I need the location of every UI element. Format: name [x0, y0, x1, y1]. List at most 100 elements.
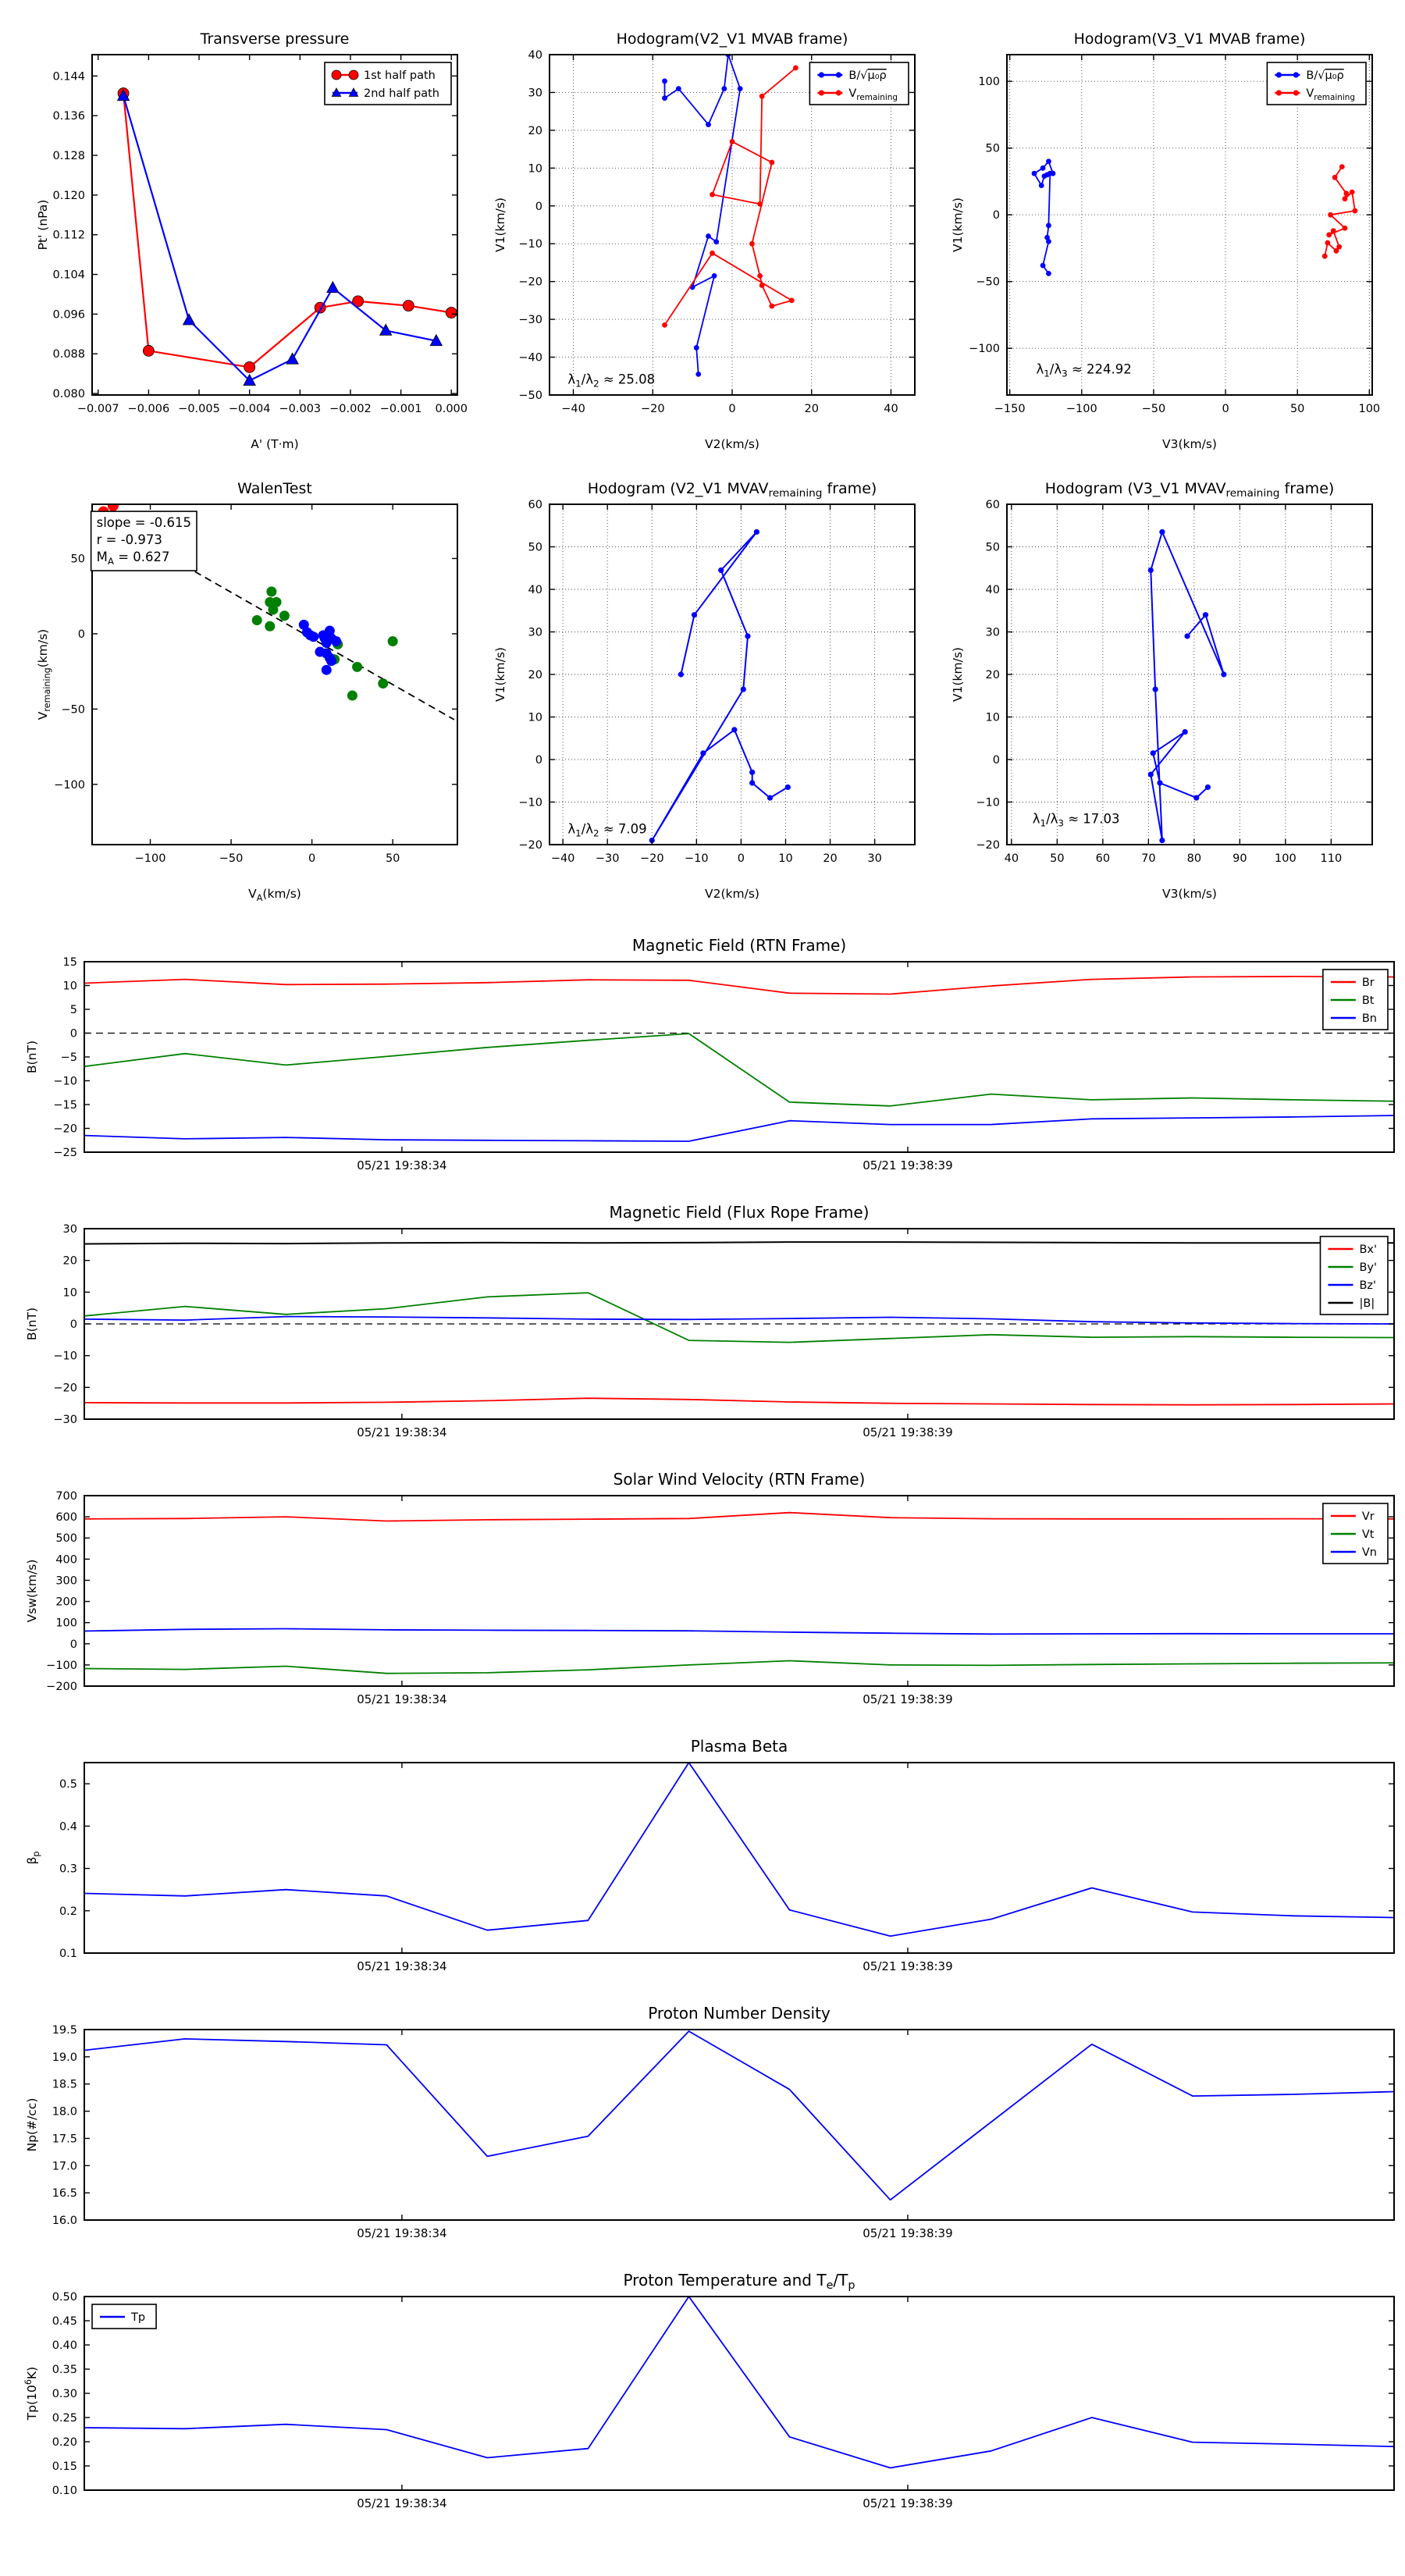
- svg-text:−20: −20: [518, 276, 542, 289]
- hodogram-v2v1-mvab-xlabel: V2(km/s): [705, 437, 759, 451]
- svg-text:40: 40: [528, 49, 542, 62]
- svg-text:−40: −40: [561, 403, 585, 415]
- svg-text:−0.005: −0.005: [178, 403, 220, 415]
- svg-text:0: 0: [70, 1638, 77, 1651]
- svg-text:30: 30: [986, 627, 1000, 639]
- svg-text:−30: −30: [596, 852, 620, 865]
- svg-text:0.096: 0.096: [52, 308, 85, 321]
- svg-text:−40: −40: [518, 352, 542, 365]
- svg-text:0.45: 0.45: [52, 2315, 77, 2328]
- timeseries-stack: 05/21 19:38:34 05/21 19:38:39 −25 −20 −15 −10…: [0, 926, 1405, 2543]
- svg-text:10: 10: [528, 712, 542, 724]
- svg-text:05/21 19:38:39: 05/21 19:38:39: [863, 2226, 952, 2240]
- svg-text:0.088: 0.088: [52, 348, 85, 361]
- proton-temperature-title: Proton Temperature and Te/Tp: [623, 2271, 855, 2292]
- svg-text:100: 100: [55, 1617, 77, 1630]
- hodogram-v3v1-mvav-plot: 40 50 60 70 80 90 100 110 −20 −10 0 10 20 30 40 50 60 Hod…: [932, 462, 1388, 909]
- hodogram-v2v1-mvav-ylabel: V1(km/s): [493, 647, 507, 702]
- hodogram-v2v1-mvab-title: Hodogram(V2_V1 MVAB frame): [617, 30, 848, 48]
- svg-text:−0.003: −0.003: [279, 403, 321, 415]
- svg-text:17.5: 17.5: [52, 2133, 77, 2145]
- svg-text:−0.006: −0.006: [128, 403, 170, 415]
- magnetic-field-fluxrope-line-|B|: [84, 1241, 1394, 1245]
- svg-text:19.5: 19.5: [52, 2024, 77, 2037]
- svg-text:0.104: 0.104: [52, 269, 85, 282]
- svg-text:0: 0: [535, 201, 542, 213]
- proton-number-density-plot: 05/21 19:38:34 05/21 19:38:39 16.0 16.5 17.0…: [0, 1994, 1405, 2261]
- walen-test-plot: −100 −50 0 50 −100 −50 0 50 WalenTest VA(km/s) Vre…: [17, 462, 473, 909]
- hodogram-v3v1-mvab-svg: −150 −100 −50 0 50 100 −100 −50 0 50 100 Hodogram(V…: [951, 30, 1380, 451]
- svg-text:05/21 19:38:34: 05/21 19:38:34: [357, 1692, 446, 1706]
- svg-text:−10: −10: [53, 1076, 77, 1088]
- svg-text:400: 400: [55, 1553, 77, 1566]
- svg-text:15: 15: [63, 956, 77, 969]
- hodogram-v2v1-mvab-svg: −40 −20 0 20 40 −50 −40 −30 −20 −10 0 10 20 30 40 Hodog…: [493, 30, 916, 451]
- transverse-pressure-legend: 1st half path 2nd half path: [324, 62, 452, 105]
- svg-text:−200: −200: [46, 1681, 77, 1693]
- svg-text:20: 20: [986, 669, 1000, 681]
- hodogram-v2v1-mvav-annotation: λ1/λ2 ≈ 7.09: [567, 821, 646, 838]
- svg-text:−100: −100: [46, 1660, 77, 1672]
- walen-test-line-fit-line: [174, 559, 455, 720]
- svg-text:−20: −20: [640, 852, 664, 865]
- magnetic-field-rtn-line-Bn: [84, 1115, 1394, 1142]
- svg-text:2nd half path: 2nd half path: [364, 87, 439, 100]
- hodogram-v2v1-mvab-grid: [550, 54, 915, 396]
- svg-text:10: 10: [528, 162, 542, 175]
- svg-text:0.25: 0.25: [52, 2412, 77, 2425]
- svg-text:30: 30: [528, 627, 542, 639]
- svg-text:0.5: 0.5: [59, 1778, 77, 1791]
- svg-text:05/21 19:38:39: 05/21 19:38:39: [863, 1959, 952, 1973]
- svg-text:500: 500: [55, 1532, 77, 1545]
- plasma-beta-ticks: 05/21 19:38:34 05/21 19:38:39 0.1 0.2 0.3 0.4…: [59, 1763, 1394, 1973]
- walen-test-title: WalenTest: [237, 480, 312, 497]
- magnetic-field-fluxrope-svg: 05/21 19:38:34 05/21 19:38:39 −30 −20 −10 0 10…: [25, 1203, 1395, 1439]
- svg-text:18.0: 18.0: [52, 2106, 77, 2119]
- svg-text:50: 50: [1290, 403, 1304, 415]
- hodogram-v3v1-mvab-grid: [1007, 55, 1372, 395]
- svg-text:0.10: 0.10: [52, 2485, 77, 2497]
- plasma-beta-series: [84, 1763, 1394, 1937]
- svg-text:80: 80: [1187, 852, 1201, 865]
- hodogram-v2v1-mvab-annotation: λ1/λ2 ≈ 25.08: [567, 372, 655, 389]
- svg-text:Bz': Bz': [1359, 1279, 1376, 1292]
- svg-text:0.30: 0.30: [52, 2388, 77, 2400]
- svg-text:700: 700: [55, 1490, 77, 1503]
- svg-text:5: 5: [70, 1004, 77, 1016]
- svg-text:−20: −20: [518, 839, 542, 852]
- svg-text:0: 0: [308, 852, 315, 865]
- svg-text:19.0: 19.0: [52, 2051, 77, 2064]
- magnetic-field-fluxrope-series: [84, 1241, 1394, 1406]
- hodogram-v3v1-mvab-title: Hodogram(V3_V1 MVAB frame): [1074, 30, 1306, 48]
- magnetic-field-fluxrope-line-Bx': [84, 1397, 1394, 1406]
- hodogram-v3v1-mvav-grid: [1007, 503, 1372, 845]
- svg-text:0.112: 0.112: [52, 229, 85, 242]
- transverse-pressure-xlabel: A' (T·m): [251, 437, 298, 451]
- svg-text:30: 30: [528, 87, 542, 99]
- svg-text:16.5: 16.5: [52, 2187, 77, 2200]
- svg-text:−15: −15: [53, 1099, 77, 1112]
- svg-text:−50: −50: [976, 276, 1000, 289]
- magnetic-field-fluxrope-line-Bz': [84, 1315, 1394, 1325]
- svg-text:B/√μ₀ρ: B/√μ₀ρ: [1306, 69, 1343, 82]
- svg-text:110: 110: [1321, 852, 1343, 865]
- svg-text:−50: −50: [219, 852, 244, 865]
- hodogram-v2v1-mvav-ticks: −40 −30 −20 −10 0 10 20 30 −20 −10 0 10 20 30 40 50 60: [518, 499, 915, 865]
- svg-text:Vremaining: Vremaining: [848, 87, 898, 102]
- hodogram-v2v1-mvav-svg: −40 −30 −20 −10 0 10 20 30 −20 −10 0 10 20 30 40 50 60 Ho…: [493, 480, 916, 901]
- svg-text:10: 10: [63, 1286, 77, 1299]
- transverse-pressure-ticks: −0.007 −0.006 −0.005 −0.004 −0.003 −0.002 −0.0…: [52, 55, 468, 415]
- hodogram-v2v1-mvab-series: [662, 55, 799, 377]
- svg-text:50: 50: [986, 542, 1000, 554]
- svg-text:−10: −10: [53, 1350, 77, 1363]
- svg-text:0: 0: [78, 628, 85, 641]
- svg-text:0.4: 0.4: [59, 1820, 77, 1833]
- hodogram-v2v1-mvav-xlabel: V2(km/s): [705, 887, 759, 901]
- svg-text:0.136: 0.136: [52, 110, 85, 123]
- plasma-beta-svg: 05/21 19:38:34 05/21 19:38:39 0.1 0.2 0.3 0.4…: [25, 1737, 1395, 1973]
- proton-temperature-line-Tp: [84, 2297, 1394, 2469]
- svg-text:−0.007: −0.007: [77, 403, 119, 415]
- svg-text:−30: −30: [518, 314, 542, 326]
- svg-text:0.3: 0.3: [59, 1863, 77, 1876]
- svg-text:60: 60: [986, 499, 1000, 511]
